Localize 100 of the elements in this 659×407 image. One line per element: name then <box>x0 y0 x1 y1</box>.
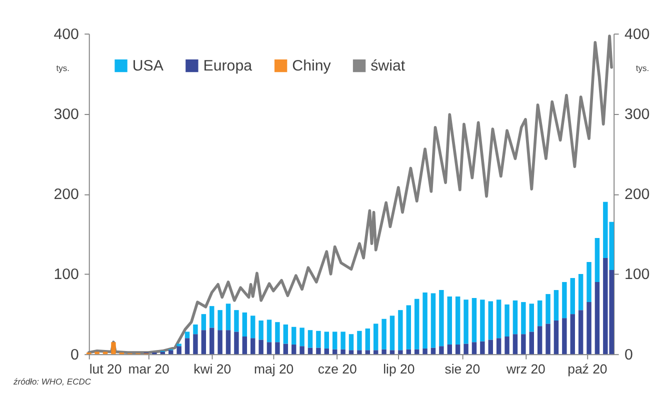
bar <box>398 350 403 354</box>
bar <box>308 348 313 354</box>
bar <box>373 324 378 350</box>
bar <box>406 305 412 350</box>
bar <box>578 310 584 354</box>
bar <box>332 332 338 350</box>
y-tick-label: 100 <box>54 266 79 284</box>
bar <box>554 320 559 354</box>
bar <box>300 346 304 354</box>
y-tick-label: 200 <box>54 186 79 204</box>
bar <box>340 332 346 350</box>
legend-label: świat <box>370 57 406 74</box>
bar <box>464 300 468 344</box>
y2-tick-label: 400 <box>624 26 650 43</box>
bar <box>324 348 330 354</box>
y-tick-label: 400 <box>54 26 79 43</box>
bar <box>562 318 567 354</box>
bar <box>464 344 468 354</box>
bar <box>455 296 460 345</box>
bar <box>160 352 166 354</box>
bar <box>480 300 485 342</box>
bar <box>472 298 477 342</box>
bar <box>291 344 296 354</box>
bar <box>308 330 313 348</box>
bar <box>184 332 190 338</box>
bar <box>234 332 239 354</box>
bar <box>275 342 280 354</box>
bar <box>242 312 248 337</box>
bar <box>562 282 567 318</box>
bar <box>357 330 362 350</box>
bar <box>422 292 428 349</box>
y-axis-title: tys. <box>56 62 70 73</box>
bar <box>94 352 100 354</box>
bar <box>365 350 370 354</box>
bar <box>382 349 386 354</box>
bar <box>594 282 600 354</box>
bar <box>488 340 493 354</box>
bar <box>496 338 502 354</box>
bar <box>537 326 542 354</box>
bar <box>258 340 264 354</box>
bar <box>300 328 304 346</box>
bar <box>357 350 362 354</box>
bar <box>234 310 239 332</box>
y-tick-label: 300 <box>54 106 79 123</box>
bar <box>594 238 600 282</box>
bar <box>512 334 518 354</box>
bar <box>414 298 420 350</box>
bar <box>218 310 222 330</box>
bar <box>537 300 542 326</box>
bar <box>570 278 575 314</box>
bar <box>316 330 321 348</box>
bar <box>168 350 174 354</box>
bar <box>348 350 354 354</box>
y2-tick-label: 200 <box>624 186 650 204</box>
bar <box>390 316 395 350</box>
bar <box>210 328 214 354</box>
bar <box>578 274 584 310</box>
bar <box>496 300 502 338</box>
bar <box>283 344 288 354</box>
bar <box>570 314 575 354</box>
bar <box>529 332 534 354</box>
bar <box>242 336 248 354</box>
x-tick-label: paź 20 <box>568 362 608 377</box>
bar <box>439 346 444 354</box>
bar <box>521 334 526 354</box>
bar <box>390 350 395 354</box>
y2-tick-label: 300 <box>624 106 650 123</box>
x-tick-label: mar 20 <box>128 362 170 377</box>
bar <box>373 350 378 354</box>
bar <box>422 348 428 354</box>
bar <box>258 320 264 340</box>
bar <box>316 348 321 354</box>
bar <box>546 324 550 354</box>
bar <box>398 310 403 350</box>
bar <box>111 342 116 354</box>
x-tick-label: maj 20 <box>254 362 294 377</box>
bar <box>348 334 354 350</box>
bar <box>447 296 452 345</box>
bar <box>365 328 370 350</box>
legend-label: USA <box>132 57 164 74</box>
bar <box>176 346 182 354</box>
bar <box>210 306 214 328</box>
bar <box>521 302 526 334</box>
bar <box>382 318 386 350</box>
bar <box>266 342 272 354</box>
bar <box>546 294 550 324</box>
bar <box>529 304 534 332</box>
bar <box>291 326 296 345</box>
bar <box>283 324 288 344</box>
legend-label: Chiny <box>292 57 332 74</box>
y-tick-label: 0 <box>70 346 79 364</box>
bar <box>586 302 592 354</box>
y2-tick-label: 0 <box>624 346 633 364</box>
x-tick-label: lut 20 <box>89 362 122 377</box>
bar <box>176 344 182 346</box>
bar <box>193 324 198 334</box>
bar <box>250 316 256 338</box>
bar <box>439 290 444 346</box>
bar <box>480 341 485 354</box>
bar <box>504 304 510 337</box>
